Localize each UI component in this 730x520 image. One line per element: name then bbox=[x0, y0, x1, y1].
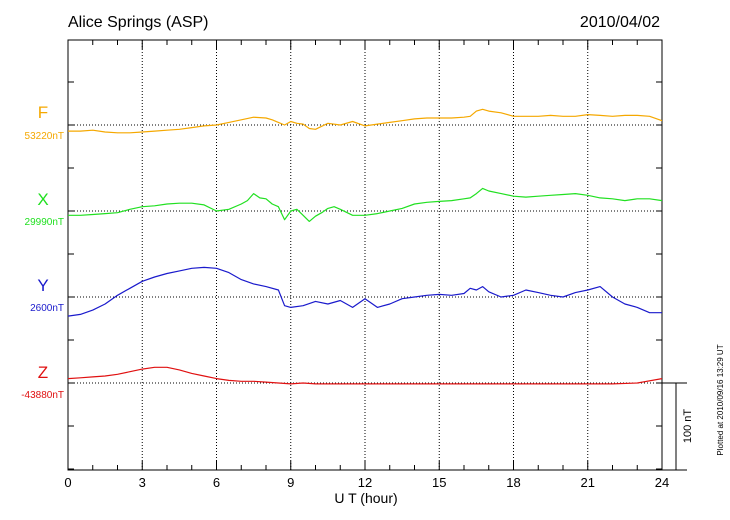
series-name-f: F bbox=[38, 103, 48, 122]
x-tick-labels: 0 3 6 9 12 15 18 21 24 bbox=[64, 475, 669, 490]
series-layer bbox=[67, 108, 663, 385]
x-tick-label: 0 bbox=[64, 475, 71, 490]
series-name-x: X bbox=[37, 190, 48, 209]
series-line-f bbox=[68, 108, 663, 134]
series-baseline-z: -43880nT bbox=[21, 390, 64, 401]
series-line-z bbox=[67, 366, 663, 385]
x-tick-label: 15 bbox=[432, 475, 446, 490]
station-title: Alice Springs (ASP) bbox=[68, 14, 209, 31]
x-tick-label: 18 bbox=[506, 475, 520, 490]
date-label: 2010/04/02 bbox=[580, 14, 660, 31]
series-line-y bbox=[67, 266, 662, 317]
series-name-y: Y bbox=[37, 276, 48, 295]
x-tick-label: 24 bbox=[655, 475, 669, 490]
x-tick-label: 12 bbox=[358, 475, 372, 490]
series-baseline-x: 29990nT bbox=[25, 217, 64, 228]
x-tick-label: 6 bbox=[213, 475, 220, 490]
x-tick-label: 21 bbox=[581, 475, 595, 490]
series-baseline-f: 53220nT bbox=[25, 131, 64, 142]
x-tick-label: 3 bbox=[139, 475, 146, 490]
scale-bar-label: 100 nT bbox=[682, 409, 694, 444]
scale-bar: 100 nT bbox=[662, 382, 694, 471]
x-axis-label: U T (hour) bbox=[334, 490, 397, 506]
x-tick-label: 9 bbox=[287, 475, 294, 490]
series-name-z: Z bbox=[38, 363, 48, 382]
series-baseline-y: 2600nT bbox=[30, 303, 64, 314]
plotted-timestamp: Plotted at 2010/09/16 13:29 UT bbox=[716, 344, 725, 455]
series-labels: F 53220nT X 29990nT Y 2600nT Z -43880nT bbox=[21, 103, 64, 401]
plot-frame bbox=[67, 39, 663, 471]
series-line-x bbox=[68, 187, 663, 222]
grid bbox=[68, 40, 662, 470]
axis-ticks bbox=[67, 40, 663, 470]
